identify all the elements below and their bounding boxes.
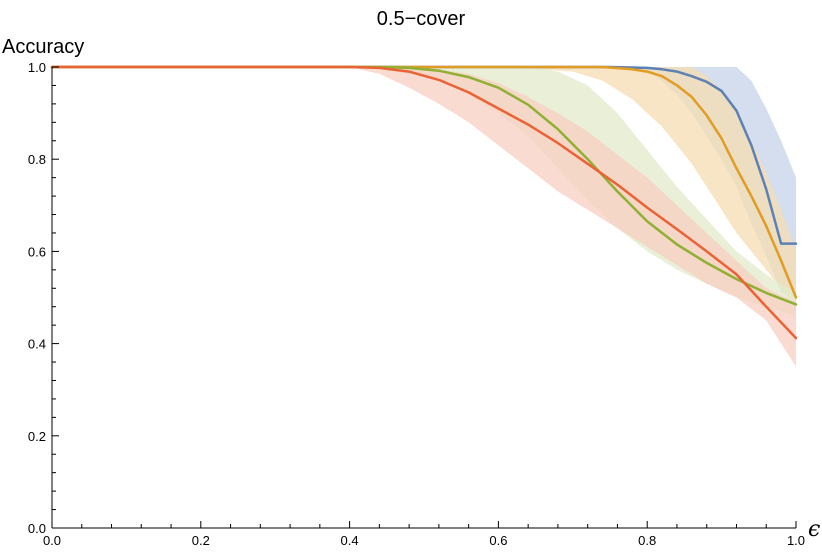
x-axis-label: ϵ [808,517,820,542]
series-2-band [52,67,796,312]
y-tick-label: 0.4 [28,337,46,352]
axes [51,67,796,529]
series-3-line [50,65,798,306]
chart-title: 0.5−cover [377,8,466,30]
series-lines [50,65,798,340]
tick-labels: 0.0 0.2 0.4 0.6 0.8 1.0 0.0 0.2 0.4 0.6 0.8 1.0 [28,60,805,548]
y-tick-label: 0.6 [28,244,46,259]
series-3-band [52,67,796,316]
series-4-band [52,67,796,367]
x-tick-label: 0.4 [341,533,359,548]
y-tick-label: 1.0 [28,60,46,75]
confidence-bands [52,67,796,367]
x-tick-label: 1.0 [787,533,805,548]
y-axis-label: Accuracy [2,36,84,58]
x-tick-label: 0.8 [638,533,656,548]
y-tick-label: 0.0 [28,521,46,536]
series-2-line [50,65,798,299]
y-tick-label: 0.2 [28,429,46,444]
y-tick-label: 0.8 [28,152,46,167]
x-tick-label: 0.6 [489,533,507,548]
x-tick-label: 0.0 [43,533,61,548]
series-4-line [50,65,798,340]
x-tick-label: 0.2 [192,533,210,548]
tick-marks [51,66,797,529]
